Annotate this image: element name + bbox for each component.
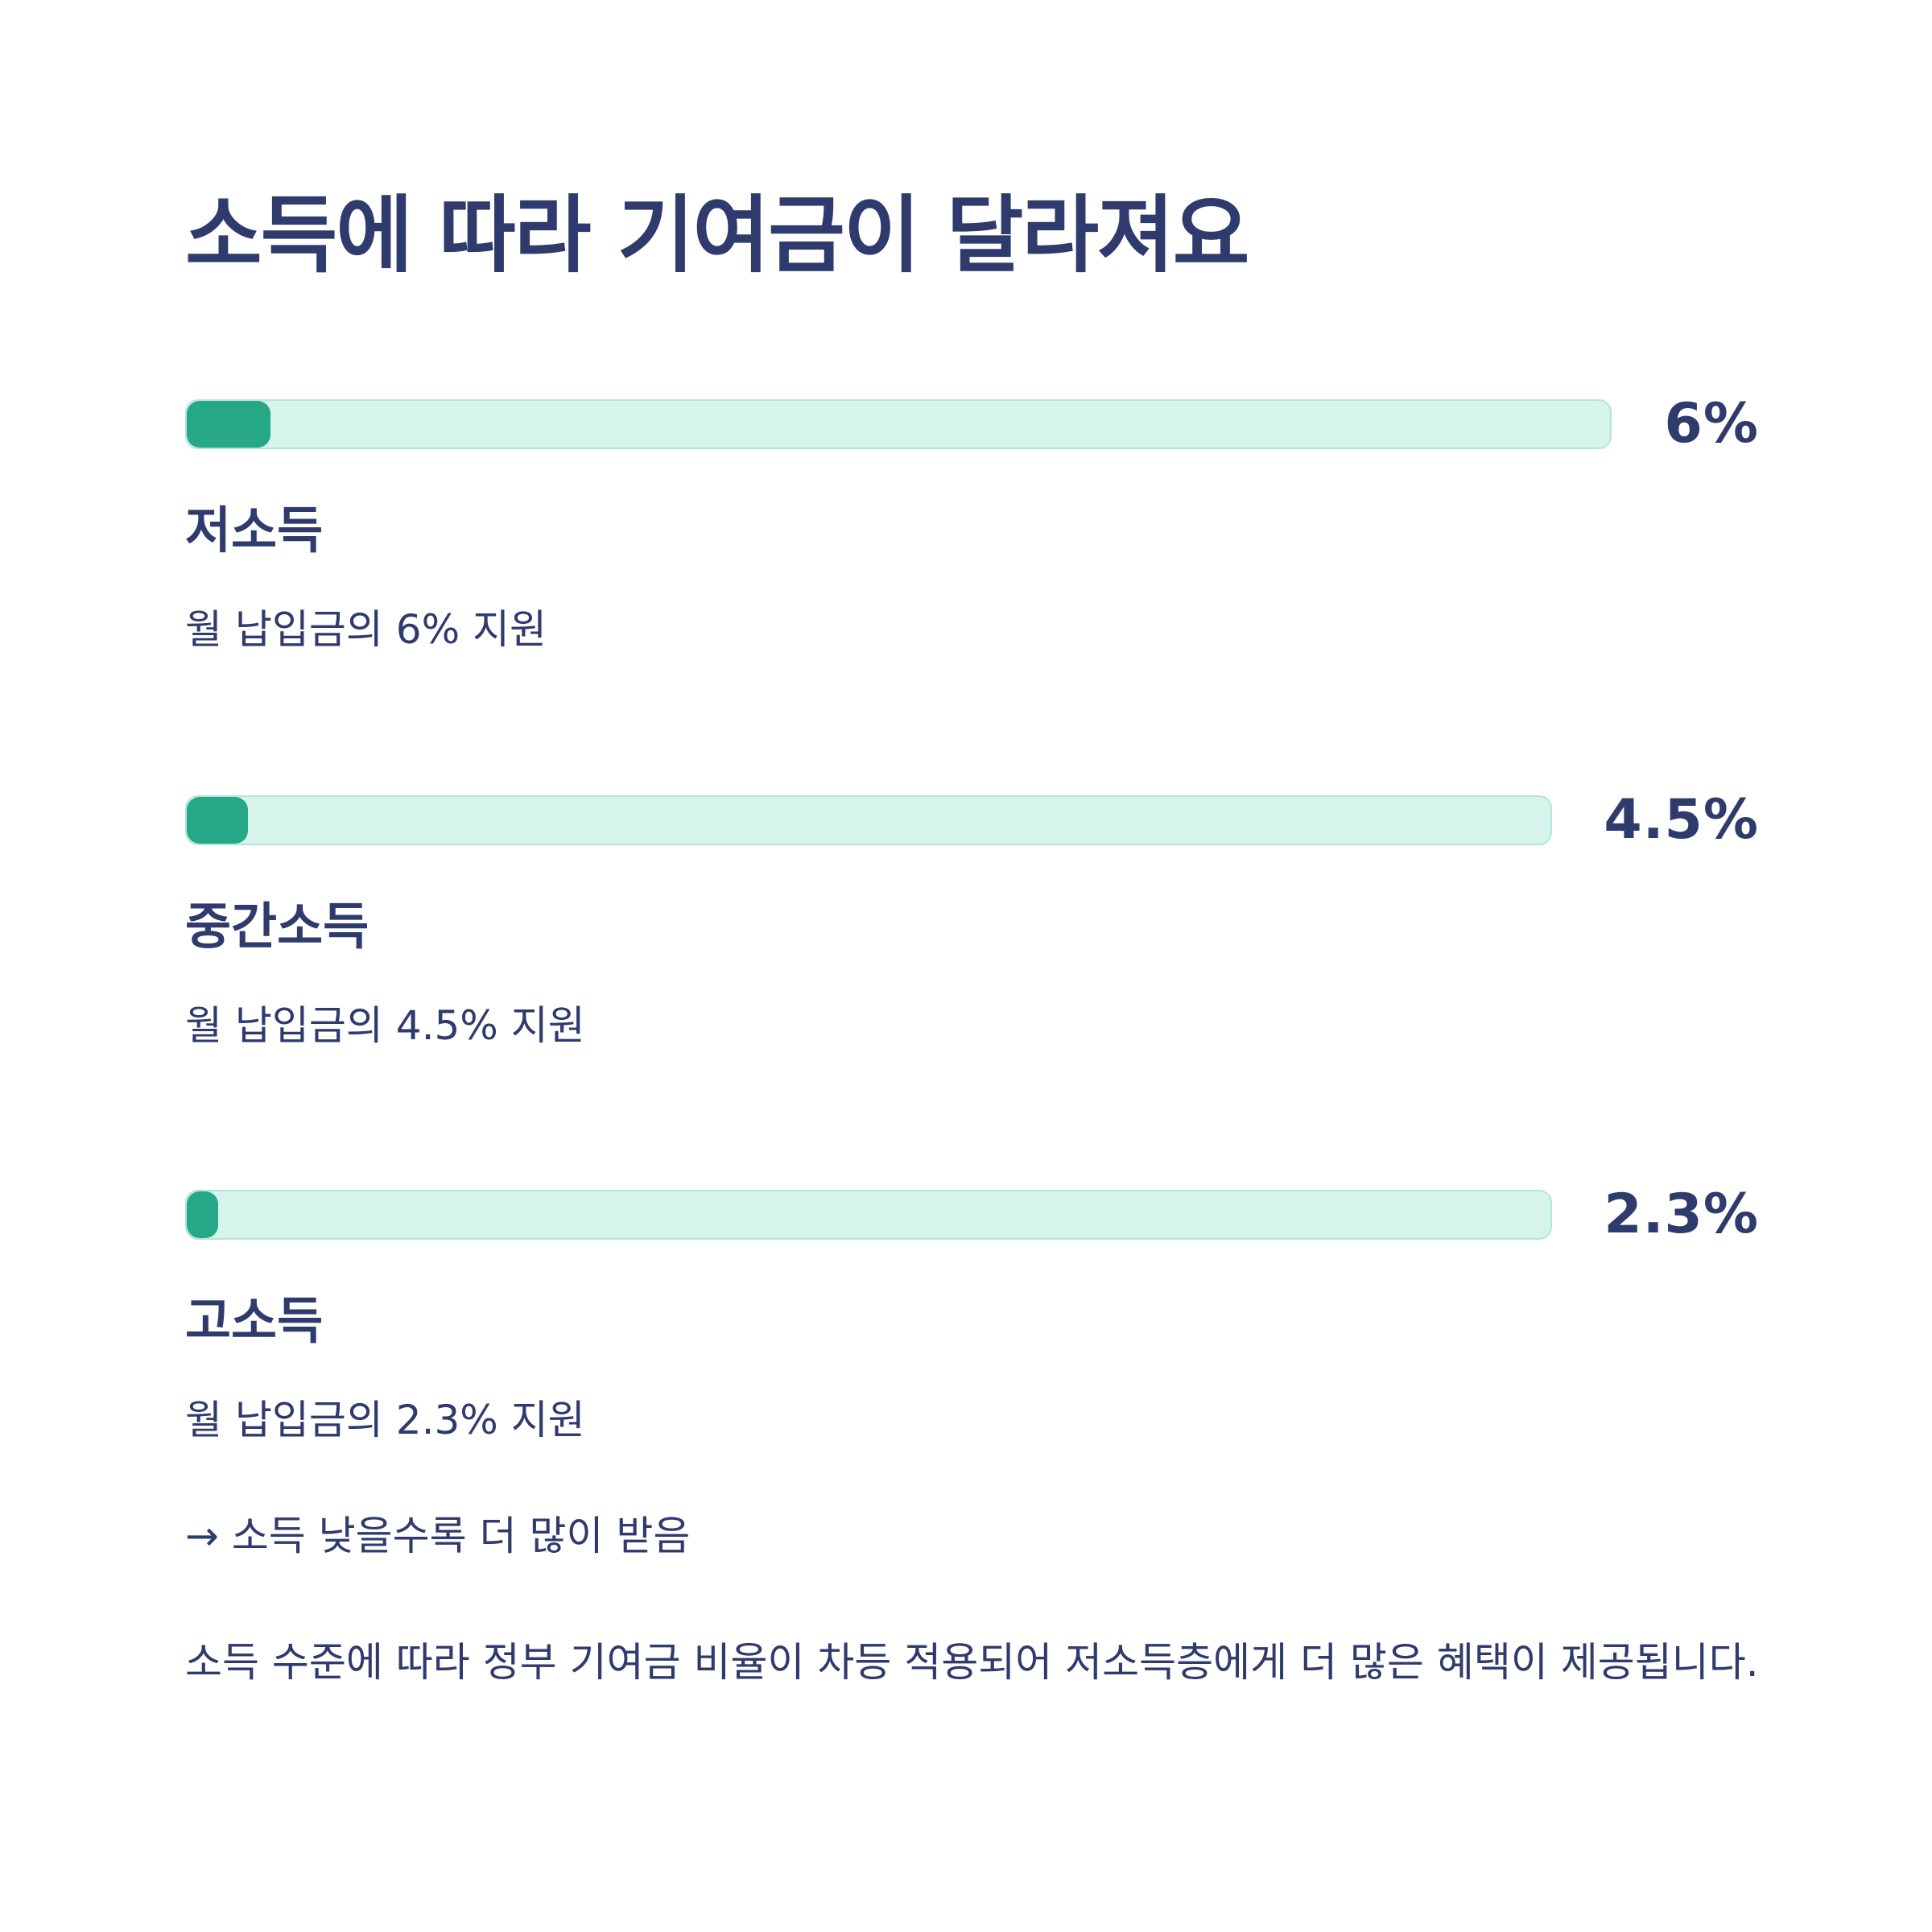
note-text: → 소득 낮을수록 더 많이 받음: [185, 1513, 691, 1559]
progress-bar-fill: [187, 1191, 218, 1238]
percentage-value: 6%: [1664, 392, 1759, 456]
tier-name: 중간소득: [185, 897, 369, 956]
page-title: 소득에 따라 기여금이 달라져요: [185, 186, 1249, 284]
tier-description: 월 납입금의 2.3% 지원: [185, 1397, 585, 1443]
progress-bar-fill: [187, 401, 271, 448]
tier-name: 고소득: [185, 1291, 324, 1350]
bar-row: 2.3%: [185, 1183, 1759, 1246]
page: 소득에 따라 기여금이 달라져요 6% 저소득 월 납입금의 6% 지원 4.5…: [185, 0, 1759, 1932]
tier-description: 월 납입금의 6% 지원: [185, 606, 547, 653]
progress-bar-track: [185, 795, 1552, 845]
tier-description: 월 납입금의 4.5% 지원: [185, 1002, 585, 1049]
tier-middle-income: 4.5% 중간소득 월 납입금의 4.5% 지원: [185, 788, 1759, 1085]
percentage-value: 2.3%: [1604, 1183, 1759, 1246]
progress-bar-track: [185, 1190, 1552, 1240]
tier-high-income: 2.3% 고소득 월 납입금의 2.3% 지원: [185, 1183, 1759, 1480]
tier-low-income: 6% 저소득 월 납입금의 6% 지원: [185, 392, 1759, 689]
bar-row: 4.5%: [185, 788, 1759, 852]
bar-row: 6%: [185, 392, 1759, 456]
tier-name: 저소득: [185, 501, 324, 559]
summary-text: 소득 수준에 따라 정부 기여금 비율이 차등 적용되어 저소득층에게 더 많은…: [185, 1639, 1759, 1686]
progress-bar-fill: [187, 797, 249, 844]
percentage-value: 4.5%: [1604, 788, 1759, 852]
progress-bar-track: [185, 399, 1612, 449]
